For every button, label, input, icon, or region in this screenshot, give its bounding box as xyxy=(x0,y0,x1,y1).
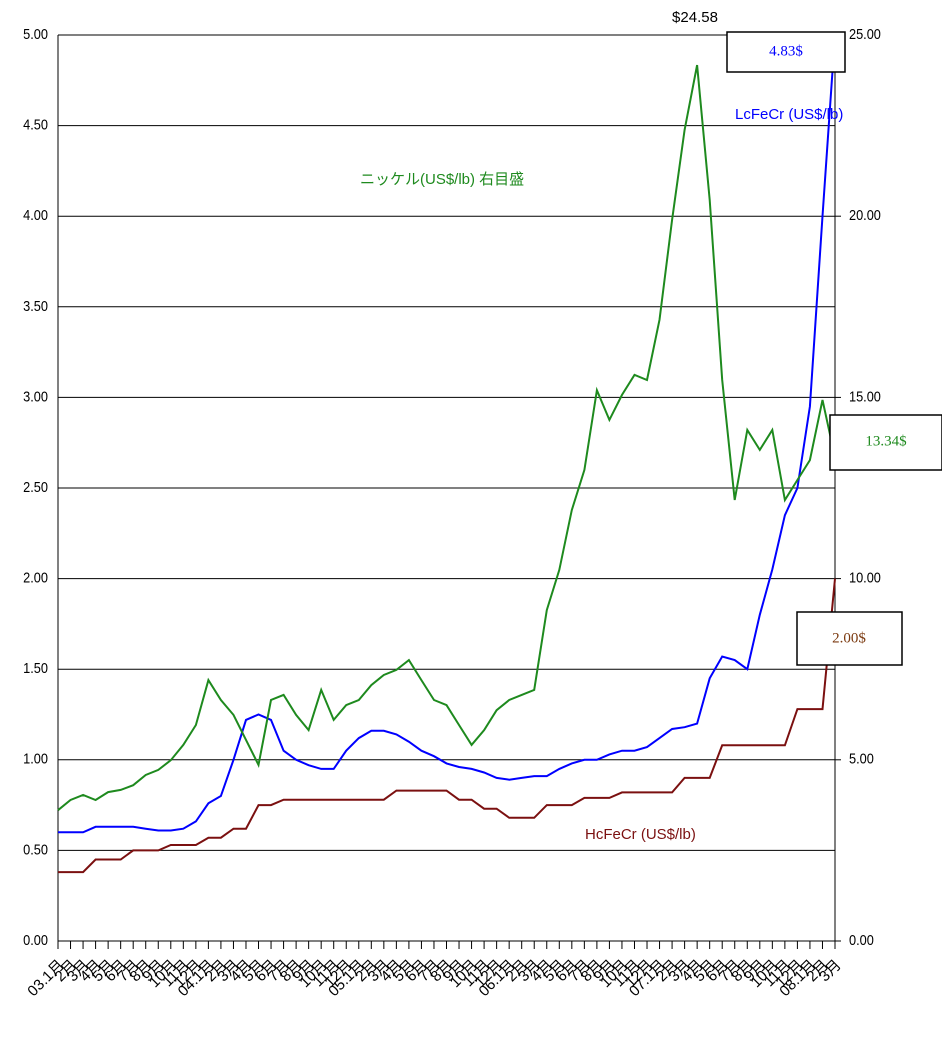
y2-tick-label: 5.00 xyxy=(849,750,874,767)
y-tick-label: 5.00 xyxy=(23,25,48,42)
y-tick-label: 0.00 xyxy=(23,931,48,948)
y-tick-label: 0.50 xyxy=(23,840,48,857)
series-line xyxy=(58,34,836,834)
series-label: ニッケル(US$/lb) 右目盛 xyxy=(360,171,524,188)
y-tick-label: 2.00 xyxy=(23,569,48,586)
y-tick-label: 3.50 xyxy=(23,297,48,314)
annotation: 2.00$ xyxy=(832,630,866,646)
series-label: HcFeCr (US$/lb) xyxy=(585,826,696,843)
series-label: LcFeCr (US$/lb) xyxy=(735,106,843,123)
series-line xyxy=(57,64,836,811)
y2-tick-label: 0.00 xyxy=(849,931,874,948)
annotation: 4.83$ xyxy=(769,43,803,59)
y2-tick-label: 20.00 xyxy=(849,206,881,223)
y2-tick-label: 25.00 xyxy=(849,25,881,42)
y-tick-label: 2.50 xyxy=(23,478,48,495)
y-tick-label: 4.00 xyxy=(23,206,48,223)
annotation: $24.58 xyxy=(672,9,718,26)
annotation-box xyxy=(829,414,942,471)
y2-tick-label: 15.00 xyxy=(849,387,881,404)
y2-tick-label: 10.00 xyxy=(849,569,881,586)
y-tick-label: 4.50 xyxy=(23,116,48,133)
y-tick-label: 1.00 xyxy=(23,750,48,767)
annotation-box xyxy=(796,611,903,666)
annotation: 13.34$ xyxy=(865,433,907,449)
y-tick-label: 3.00 xyxy=(23,387,48,404)
annotation-box xyxy=(726,31,846,73)
series-line xyxy=(58,578,836,874)
y-tick-label: 1.50 xyxy=(23,659,48,676)
